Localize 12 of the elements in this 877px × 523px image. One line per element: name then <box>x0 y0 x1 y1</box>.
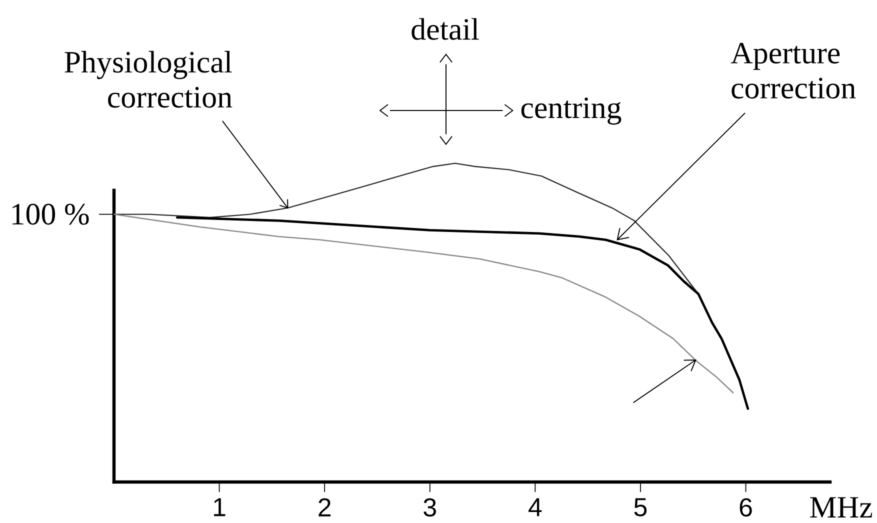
x-tick-label: 4 <box>528 498 542 516</box>
text: centring <box>521 97 622 125</box>
x-tick-label: 2 <box>318 498 331 516</box>
annotation: 100 % <box>12 204 89 225</box>
x-tick-label: 6 <box>740 498 752 517</box>
annotation: Physiological correction <box>64 50 232 108</box>
x-tick-label: 5 <box>634 498 647 516</box>
x-axis-title: MHz <box>810 497 872 518</box>
text: detail <box>412 18 479 40</box>
x-tick-label: 1 <box>214 498 226 516</box>
x-tick-label: 3 <box>424 498 436 517</box>
annotation: Aperture correction <box>730 42 856 99</box>
